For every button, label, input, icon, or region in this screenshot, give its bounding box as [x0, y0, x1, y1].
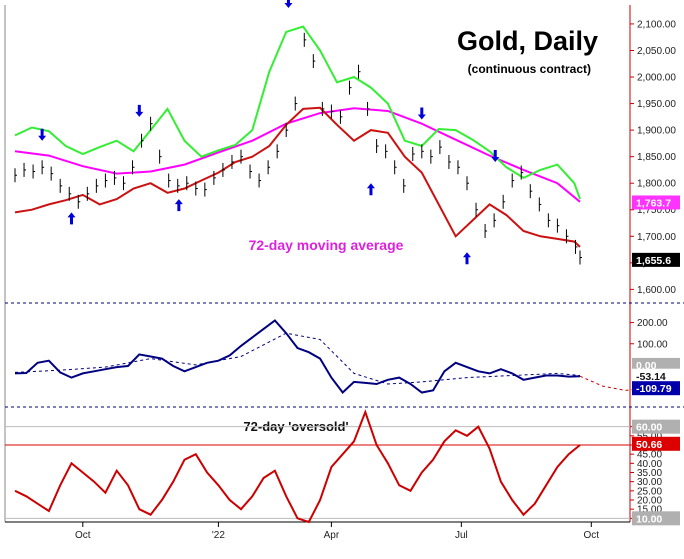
x-tick-label: Jul [455, 530, 468, 541]
value-label-box [632, 419, 680, 434]
price-bars [14, 32, 582, 265]
y-tick-label: 2,000.00 [637, 73, 676, 84]
series-line [14, 106, 581, 248]
series-line [14, 332, 581, 385]
down-arrow-marker [417, 107, 426, 120]
y-tick-label: 45.00 [637, 450, 662, 461]
moving-average-annotation: 72-day moving average [249, 237, 404, 253]
y-tick-label: 25.00 [637, 486, 662, 497]
value-label-box [632, 357, 680, 372]
y-tick-label: 1,600.00 [637, 285, 676, 296]
y-tick-label: 15.00 [637, 505, 662, 516]
value-label-box [632, 511, 680, 526]
x-tick-label: '22 [212, 530, 225, 541]
series-line [579, 375, 648, 391]
down-arrow-marker [135, 104, 144, 117]
x-tick-label: Apr [324, 530, 340, 541]
x-tick-label: Oct [584, 530, 600, 541]
value-label: -109.79 [636, 383, 672, 395]
y-tick-label: 35.00 [637, 468, 662, 479]
value-label: -53.14 [636, 371, 666, 383]
value-label-box [632, 436, 680, 451]
y-tick-label: 1,750.00 [637, 205, 676, 216]
y-tick-label: 2,100.00 [637, 19, 676, 30]
chart-subtitle: (continuous contract) [468, 62, 591, 76]
series-line [14, 319, 581, 394]
up-arrow-marker [463, 252, 471, 265]
value-label: 1,763.7 [636, 197, 671, 209]
value-label: 10.00 [636, 513, 662, 525]
y-tick-label: 40.00 [637, 459, 662, 470]
value-label-box [632, 252, 680, 267]
y-tick-label: 1,950.00 [637, 99, 676, 110]
value-label: 1,655.6 [636, 255, 671, 267]
y-tick-label: 100.00 [637, 339, 668, 350]
value-label-box [632, 195, 680, 210]
y-tick-label: 1,850.00 [637, 152, 676, 163]
y-tick-label: 1,800.00 [637, 179, 676, 190]
down-arrow-marker [38, 128, 47, 141]
y-tick-label: 1,900.00 [637, 126, 676, 137]
value-label-box [632, 381, 680, 396]
panel-price: 1,600.001,650.001,700.001,750.001,800.00… [14, 0, 680, 296]
y-tick-label: 2,050.00 [637, 46, 676, 57]
y-tick-label: 200.00 [637, 318, 668, 329]
down-arrow-marker [284, 0, 293, 8]
chart-title: Gold, Daily [457, 26, 598, 56]
up-arrow-marker [366, 183, 375, 196]
value-label: 50.66 [636, 439, 662, 451]
up-arrow-marker [67, 212, 76, 225]
value-label: 60.00 [636, 422, 662, 434]
y-tick-label: 30.00 [637, 477, 662, 488]
y-tick-label: 1,700.00 [637, 232, 676, 243]
y-tick-label: 20.00 [637, 496, 662, 507]
down-arrow-marker [491, 149, 500, 162]
up-arrow-marker [174, 199, 183, 212]
x-tick-label: Oct [75, 530, 91, 541]
panel-oscillator: 10.0015.0020.0025.0030.0035.0040.0045.00… [5, 409, 680, 526]
series-line [14, 409, 581, 524]
